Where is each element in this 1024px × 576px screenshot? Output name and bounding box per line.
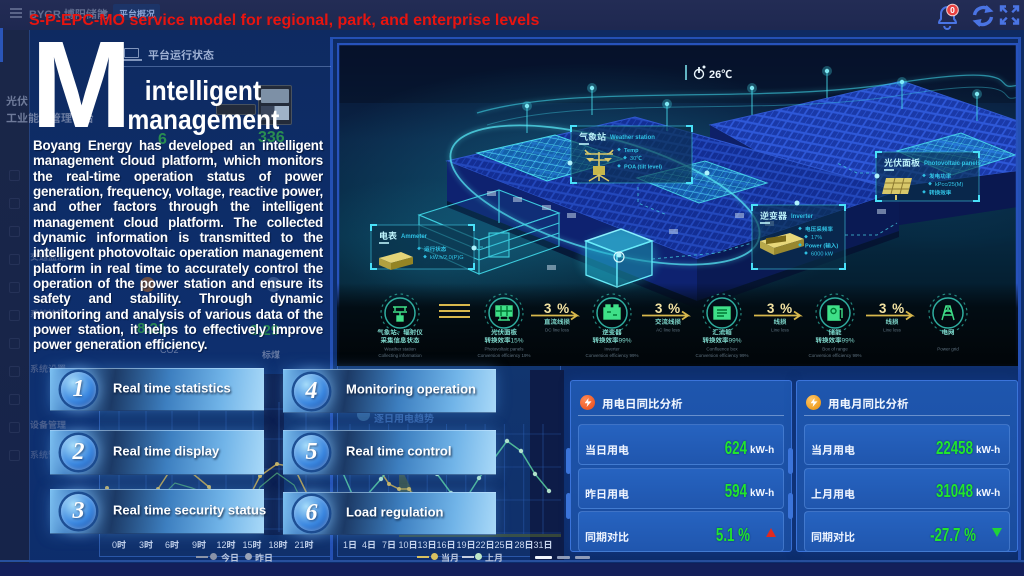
svg-text:Line loss: Line loss	[771, 328, 790, 333]
svg-text:逆变器: 逆变器	[602, 329, 622, 337]
svg-text:交流线损: 交流线损	[655, 318, 682, 326]
svg-text:3 %: 3 %	[655, 301, 681, 316]
svg-text:逆变器: 逆变器	[760, 211, 787, 221]
svg-text:电网: 电网	[942, 329, 955, 337]
svg-text:Confluence box: Confluence box	[706, 347, 738, 352]
svg-text:气象站、辐射仪: 气象站、辐射仪	[377, 329, 423, 337]
svg-text:Conversion efficiency 19%: Conversion efficiency 19%	[478, 353, 531, 358]
svg-text:采集信息状态: 采集信息状态	[381, 337, 421, 345]
svg-text:Photovoltaic panels: Photovoltaic panels	[484, 347, 524, 352]
svg-text:3 %: 3 %	[544, 301, 570, 316]
svg-text:DC line loss: DC line loss	[545, 328, 570, 333]
svg-text:0: 0	[950, 5, 955, 15]
svg-text:发电功率: 发电功率	[929, 173, 952, 180]
svg-text:Power (输入): Power (输入)	[805, 242, 838, 249]
svg-text:3 %: 3 %	[767, 301, 793, 316]
svg-text:kW.h/2.0(P)G: kW.h/2.0(P)G	[430, 255, 464, 261]
svg-text:转换效率99%: 转换效率99%	[702, 337, 741, 345]
svg-text:Inverter: Inverter	[791, 214, 814, 220]
svg-text:光伏面板: 光伏面板	[884, 158, 920, 168]
svg-text:线损: 线损	[774, 318, 788, 326]
svg-text:转换效率15%: 转换效率15%	[484, 337, 523, 345]
svg-text:Conversion efficiency 99%: Conversion efficiency 99%	[696, 353, 749, 358]
svg-text:Power grid: Power grid	[937, 347, 959, 352]
svg-text:6000 kW: 6000 kW	[811, 252, 834, 258]
svg-text:Temp: Temp	[624, 148, 639, 154]
svg-text:Weather station: Weather station	[610, 135, 655, 141]
svg-text:电表: 电表	[379, 231, 397, 241]
svg-text:30℃: 30℃	[630, 155, 642, 162]
svg-text:POA (tilt level): POA (tilt level)	[624, 164, 662, 170]
svg-text:汇流箱: 汇流箱	[712, 329, 732, 337]
svg-text:Conversion efficiency 99%: Conversion efficiency 99%	[586, 353, 639, 358]
svg-text:Photovoltaic panels: Photovoltaic panels	[924, 161, 981, 167]
svg-text:AC line loss: AC line loss	[656, 328, 681, 333]
svg-text:电压采频率: 电压采频率	[805, 226, 833, 233]
svg-text:转换效率99%: 转换效率99%	[815, 337, 854, 345]
svg-text:Conversion efficiency 99%: Conversion efficiency 99%	[809, 353, 862, 358]
svg-text:Box of range: Box of range	[822, 347, 848, 352]
svg-text:kPcc/25(M): kPcc/25(M)	[935, 182, 963, 188]
svg-text:Weather station: Weather station	[384, 347, 416, 352]
svg-text:26℃: 26℃	[709, 69, 732, 81]
svg-text:Line loss: Line loss	[883, 328, 902, 333]
svg-text:17%: 17%	[811, 235, 822, 241]
svg-text:气象站: 气象站	[579, 132, 606, 142]
svg-text:储能: 储能	[829, 329, 843, 337]
svg-text:Inverter: Inverter	[604, 347, 620, 352]
svg-text:3 %: 3 %	[879, 301, 905, 316]
svg-text:直流线损: 直流线损	[544, 318, 571, 326]
svg-text:光伏面板: 光伏面板	[491, 329, 518, 337]
svg-text:运行状态: 运行状态	[424, 246, 447, 253]
svg-text:转换效率: 转换效率	[929, 189, 952, 196]
svg-text:转换效率99%: 转换效率99%	[592, 337, 631, 345]
svg-text:线损: 线损	[886, 318, 900, 326]
svg-text:Collecting information: Collecting information	[378, 353, 422, 358]
svg-text:Ammeter: Ammeter	[401, 234, 428, 240]
